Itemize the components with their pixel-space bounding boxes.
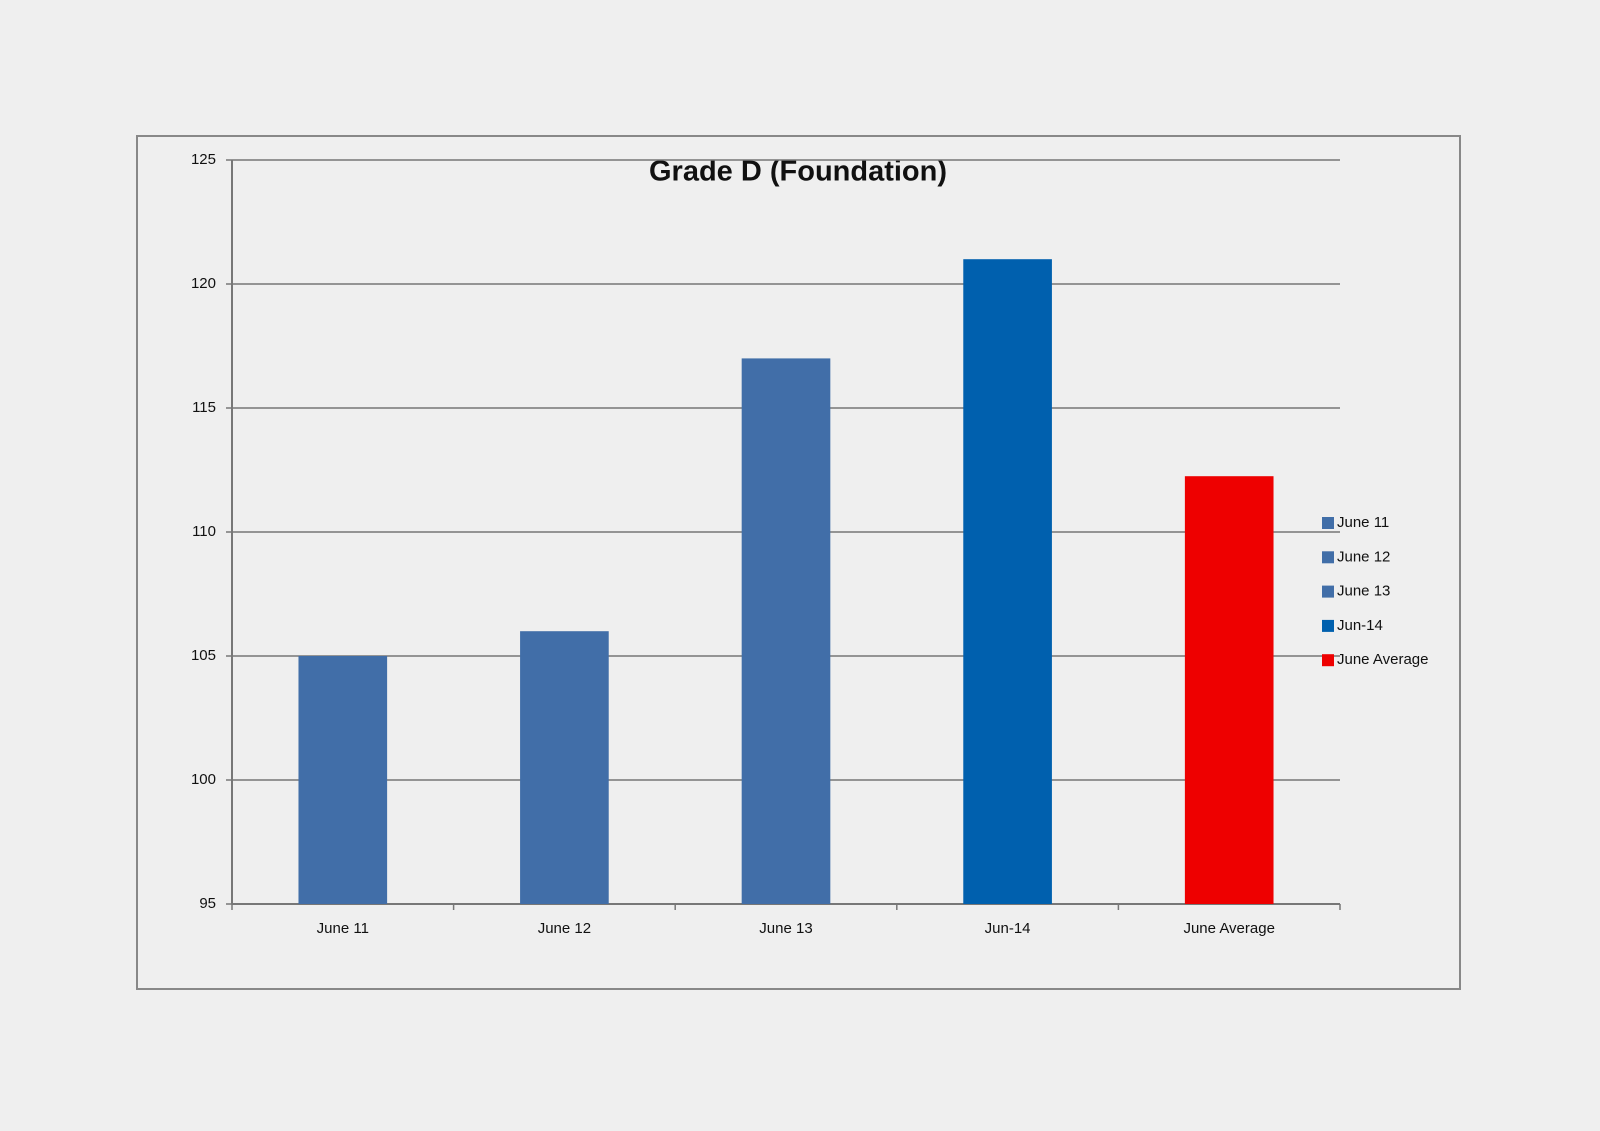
- x-tick-label: June 12: [538, 920, 591, 937]
- legend-label: June 11: [1337, 514, 1389, 531]
- y-tick-label: 110: [192, 523, 216, 540]
- y-tick-label: 105: [191, 647, 216, 664]
- legend-swatch: [1322, 619, 1334, 632]
- y-tick-label: 120: [191, 275, 216, 292]
- y-tick-label: 125: [191, 151, 216, 168]
- x-tick-label: June 11: [317, 920, 369, 937]
- legend-swatch: [1322, 517, 1334, 529]
- x-tick-label: Jun-14: [985, 920, 1031, 937]
- legend-swatch: [1322, 585, 1334, 598]
- bar: [520, 631, 609, 904]
- chart-title: Grade D (Foundation): [649, 156, 947, 188]
- y-tick-label: 100: [191, 771, 216, 788]
- y-tick-label: 95: [199, 895, 216, 912]
- legend-label: June Average: [1337, 651, 1428, 668]
- y-tick-label: 115: [192, 399, 216, 416]
- legend-label: Jun-14: [1337, 617, 1383, 634]
- bar: [298, 656, 388, 904]
- bar: [963, 259, 1052, 904]
- x-tick-label: June Average: [1183, 920, 1274, 937]
- legend-label: June 13: [1337, 583, 1390, 600]
- bar: [741, 358, 831, 904]
- x-tick-label: June 13: [759, 920, 812, 937]
- bar: [1184, 476, 1274, 904]
- legend-swatch: [1322, 551, 1334, 564]
- legend-label: June 12: [1337, 548, 1390, 565]
- legend-swatch: [1322, 654, 1334, 667]
